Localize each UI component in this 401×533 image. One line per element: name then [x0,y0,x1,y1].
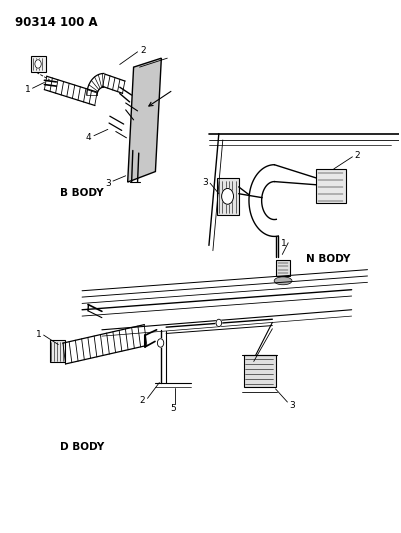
FancyBboxPatch shape [315,169,345,203]
Text: 90314 100 A: 90314 100 A [14,16,97,29]
Text: 2: 2 [139,397,145,406]
Polygon shape [128,58,161,182]
Text: 5: 5 [170,405,176,414]
Text: 1: 1 [36,329,41,338]
Text: B BODY: B BODY [60,188,103,198]
Circle shape [215,319,221,327]
Text: 2: 2 [354,151,360,160]
Circle shape [35,60,41,68]
Text: 4: 4 [85,133,91,142]
Circle shape [221,189,233,204]
Text: 3: 3 [202,177,207,187]
Text: 2: 2 [140,46,146,55]
FancyBboxPatch shape [30,55,45,72]
Text: 3: 3 [289,401,294,410]
Circle shape [157,339,163,347]
FancyBboxPatch shape [216,178,238,215]
Text: N BODY: N BODY [305,254,349,264]
Text: 1: 1 [281,239,286,248]
Text: D BODY: D BODY [60,442,104,452]
Ellipse shape [273,277,291,285]
FancyBboxPatch shape [275,260,290,276]
FancyBboxPatch shape [243,355,275,387]
FancyBboxPatch shape [49,341,65,362]
Text: 3: 3 [105,179,110,188]
Text: 1: 1 [24,85,30,94]
